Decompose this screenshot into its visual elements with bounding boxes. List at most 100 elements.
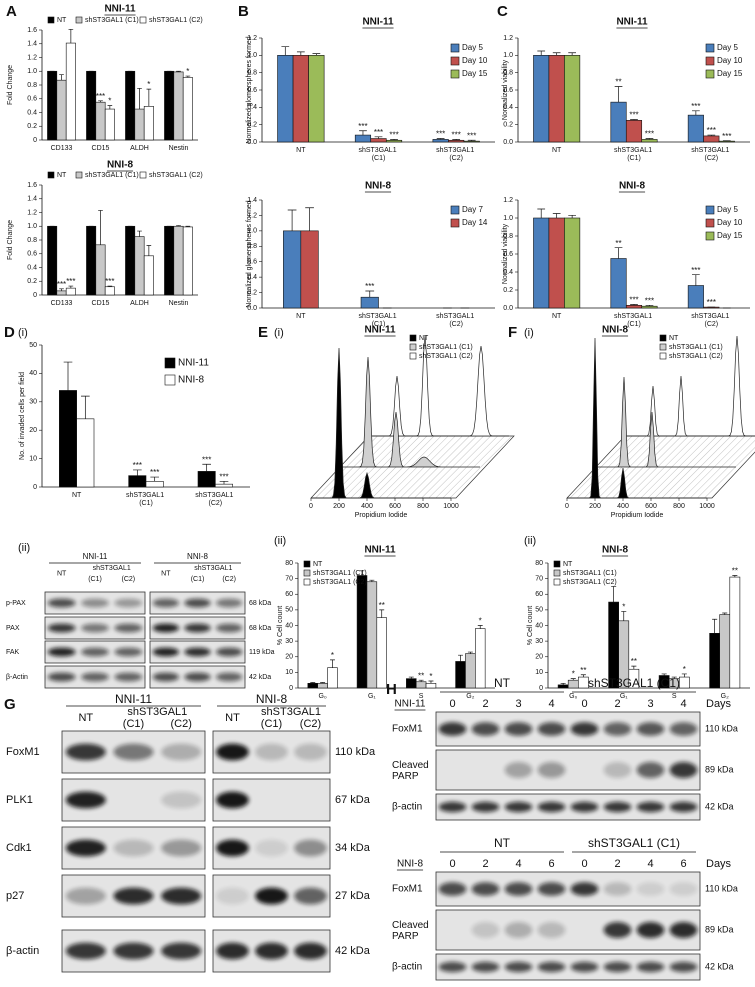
error-bar: [418, 679, 424, 682]
blot-band: [669, 722, 698, 736]
x-tick-label: ALDH: [130, 300, 149, 307]
y-tick-label: 0.2: [503, 122, 513, 129]
panel-label: G: [4, 696, 16, 713]
error-bar: [537, 208, 546, 218]
blot-band: [294, 743, 327, 761]
blot-band: [161, 743, 202, 761]
x-tick-label: 200: [589, 503, 601, 510]
legend-swatch: [409, 334, 417, 342]
y-tick-label: 0.2: [27, 278, 37, 285]
error-bar: [137, 230, 142, 237]
y-tick-label: 40: [29, 370, 37, 377]
chart-title: NNI-8: [602, 325, 629, 336]
y-tick-label: 0.4: [503, 269, 513, 276]
error-bar: [408, 676, 414, 679]
blot-band: [537, 762, 566, 778]
bar: [356, 575, 368, 689]
bar: [76, 418, 95, 488]
chart-title: NNI-11: [616, 17, 648, 28]
y-tick-label: 0: [33, 484, 37, 491]
legend-swatch: [705, 69, 715, 79]
lane-label: (C1): [261, 718, 282, 730]
legend-label: Day 5: [717, 205, 738, 214]
error-bar: [150, 476, 159, 482]
x-tick-label: NT: [296, 313, 306, 320]
y-tick-label: 0.8: [503, 70, 513, 77]
legend-label: Day 10: [717, 56, 743, 65]
bar: [292, 55, 309, 143]
bar: [277, 55, 294, 143]
error-bar: [185, 75, 191, 78]
error-bar: [671, 676, 677, 679]
error-bar: [379, 609, 385, 618]
bar: [548, 217, 565, 309]
day-label: 6: [548, 858, 554, 870]
y-tick-label: 1.0: [27, 223, 37, 230]
bar: [173, 225, 184, 296]
error-bar: [202, 463, 211, 472]
blot-band: [603, 882, 632, 896]
error-bar: [146, 88, 152, 107]
chart-title: NNI-8: [107, 160, 134, 171]
row-label: PLK1: [6, 794, 33, 806]
blot-band: [113, 743, 154, 761]
significance: **: [379, 601, 385, 610]
bar: [95, 101, 106, 141]
legend-swatch: [164, 374, 176, 386]
blot-band: [294, 887, 327, 905]
bar: [86, 70, 97, 141]
row-label: Cleaved PARP: [392, 920, 431, 942]
y-tick-label: 0.0: [503, 139, 513, 146]
error-bar: [436, 138, 445, 140]
error-bar: [359, 570, 365, 576]
legend-swatch: [47, 16, 55, 24]
y-tick-label: 0.6: [503, 251, 513, 258]
chart-title: NNI-11: [104, 4, 136, 15]
x-tick-label: shST3GAL1 (C2): [195, 492, 235, 507]
blot-band: [570, 961, 599, 973]
histogram-curve: [567, 337, 707, 499]
day-label: 4: [515, 858, 521, 870]
significance: ***: [436, 130, 445, 139]
blot-band: [471, 961, 500, 973]
y-tick-label: 0.8: [247, 243, 257, 250]
x-tick-label: 1000: [699, 503, 715, 510]
error-bar: [477, 625, 483, 629]
error-bar: [630, 119, 638, 121]
blot-band: [113, 839, 154, 857]
y-tick-label: 0.8: [247, 70, 257, 77]
bar: [465, 653, 476, 689]
error-bar: [568, 214, 576, 218]
blot-band: [603, 722, 632, 736]
bar: [173, 71, 184, 141]
panel-label: F: [508, 324, 517, 341]
significance: **: [418, 671, 424, 680]
x-tick-label: shST3GAL1 (C1): [614, 147, 654, 162]
blot-band: [537, 922, 566, 938]
bar: [182, 77, 193, 141]
significance: *: [683, 665, 686, 674]
lane-label: (C1): [191, 576, 205, 583]
blot-band: [65, 887, 106, 905]
error-bar: [452, 139, 461, 141]
group-label: NNI-11: [115, 692, 152, 706]
y-tick-label: 0.6: [27, 251, 37, 258]
day-label: 0: [581, 858, 587, 870]
error-bar: [467, 139, 476, 142]
bar: [719, 614, 731, 689]
x-tick-label: 800: [417, 503, 429, 510]
bar: [65, 42, 76, 141]
blot-band: [47, 598, 76, 608]
size-label: 67 kDa: [335, 794, 371, 806]
bar: [47, 70, 58, 141]
legend-label: NNI-11: [178, 358, 209, 369]
blot-band: [215, 647, 243, 657]
significance: ***: [722, 132, 731, 141]
blot-band: [471, 801, 500, 813]
y-tick-label: 0: [539, 685, 543, 692]
row-label: FoxM1: [392, 724, 423, 735]
x-tick-label: CD15: [92, 145, 110, 152]
blot-band: [184, 598, 211, 608]
panel-label: (ii): [18, 542, 30, 554]
blot-band: [216, 942, 249, 960]
